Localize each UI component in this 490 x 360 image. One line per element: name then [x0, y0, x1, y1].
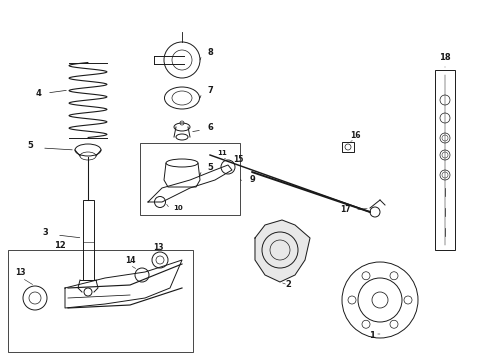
Text: 16: 16: [350, 131, 360, 140]
Bar: [342, 142, 354, 152]
Text: 10: 10: [173, 205, 183, 211]
Text: 2: 2: [285, 280, 291, 289]
Text: 17: 17: [340, 205, 350, 214]
Text: 11: 11: [217, 150, 227, 156]
Text: 5: 5: [27, 141, 33, 150]
Bar: [140, 143, 240, 215]
Text: 1: 1: [369, 331, 375, 340]
Bar: [435, 70, 455, 250]
Text: 6: 6: [207, 123, 213, 132]
Polygon shape: [255, 220, 310, 282]
Text: 8: 8: [207, 48, 213, 57]
Text: 9: 9: [249, 175, 255, 184]
Text: 18: 18: [439, 53, 451, 62]
Text: 14: 14: [125, 256, 135, 265]
Text: 5: 5: [207, 163, 213, 172]
Text: 13: 13: [153, 243, 163, 252]
Bar: [82, 200, 94, 280]
Text: 13: 13: [15, 268, 25, 277]
Text: 12: 12: [54, 241, 66, 250]
Text: 3: 3: [42, 228, 48, 237]
Bar: [8, 250, 193, 352]
Text: 4: 4: [35, 89, 41, 98]
Text: 15: 15: [233, 155, 243, 164]
Text: 7: 7: [207, 86, 213, 95]
